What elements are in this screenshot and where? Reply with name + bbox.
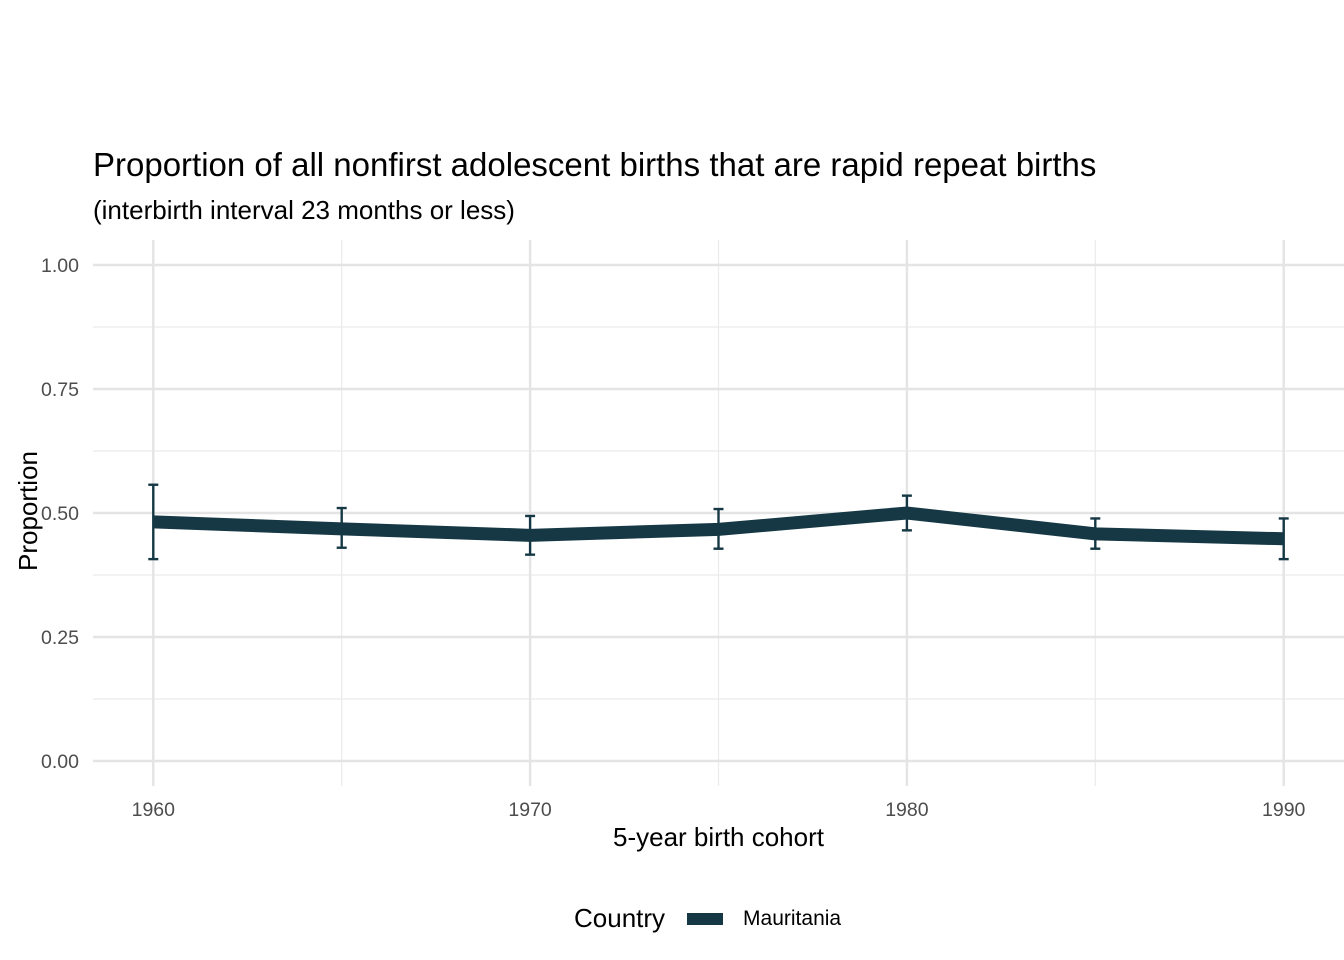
x-tick-label: 1990 (1262, 799, 1306, 821)
y-tick-label: 0.25 (41, 627, 79, 649)
x-tick-label: 1970 (508, 799, 552, 821)
chart-subtitle: (interbirth interval 23 months or less) (93, 195, 515, 225)
legend-key-mauritania (687, 912, 724, 925)
chart-title: Proportion of all nonfirst adolescent bi… (93, 146, 1097, 183)
y-tick-label: 0.75 (41, 379, 79, 401)
legend-title: Country (574, 903, 666, 933)
y-tick-label: 0.00 (41, 751, 79, 773)
legend-label-mauritania: Mauritania (743, 906, 842, 930)
legend: Country Mauritania (574, 903, 841, 934)
x-tick-label: 1960 (132, 799, 176, 821)
y-axis-label: Proportion (13, 451, 43, 571)
x-axis-label: 5-year birth cohort (613, 822, 824, 852)
x-tick-label: 1980 (885, 799, 929, 821)
y-tick-label: 1.00 (41, 255, 79, 277)
y-tick-label: 0.50 (41, 503, 79, 525)
series-line-mauritania (153, 506, 1284, 546)
